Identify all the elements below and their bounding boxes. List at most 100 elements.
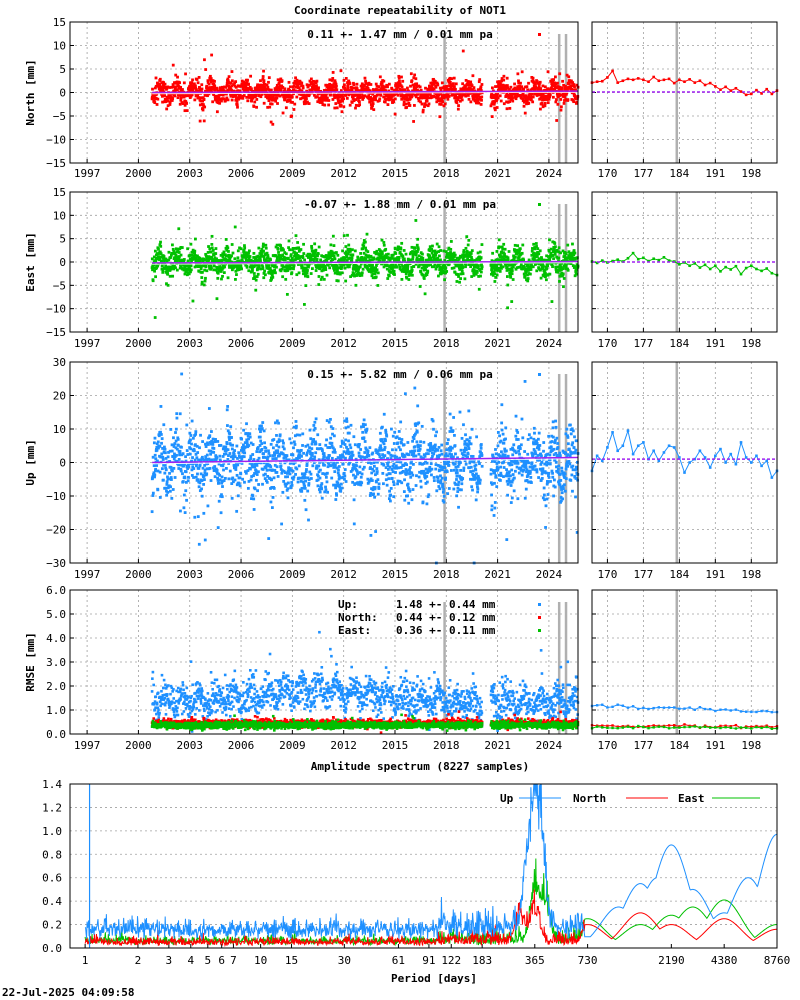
data-point <box>305 97 308 101</box>
data-point <box>496 91 500 95</box>
data-point <box>159 430 162 434</box>
data-point <box>406 267 410 271</box>
data-point <box>274 254 278 258</box>
data-point <box>371 92 375 96</box>
data-point <box>245 265 249 269</box>
data-point <box>263 269 266 273</box>
data-point <box>271 457 275 461</box>
data-point <box>479 274 482 278</box>
data-point <box>170 496 174 500</box>
data-point <box>344 245 348 248</box>
data-point <box>216 271 220 275</box>
data-point <box>543 85 547 89</box>
data-point <box>169 256 172 259</box>
data-point <box>363 76 367 80</box>
data-point <box>473 259 477 262</box>
data-point <box>429 256 433 260</box>
data-point <box>267 263 271 267</box>
main-xtick-label: 2000 <box>125 167 152 180</box>
data-point <box>276 91 280 95</box>
data-point <box>313 84 317 88</box>
data-point <box>500 266 503 270</box>
data-point <box>230 268 234 272</box>
data-point <box>552 78 555 81</box>
data-point <box>300 261 304 265</box>
data-point <box>195 444 199 448</box>
data-point <box>498 266 502 270</box>
data-point <box>184 72 187 76</box>
data-point <box>448 80 452 84</box>
data-point <box>216 476 219 480</box>
data-point <box>165 483 169 486</box>
data-point <box>408 97 412 101</box>
zoom-point <box>672 81 676 85</box>
zoom-point <box>755 267 758 271</box>
data-point <box>300 84 303 87</box>
data-point <box>460 98 464 102</box>
data-point <box>573 274 577 278</box>
data-point <box>224 98 228 102</box>
data-point <box>312 257 316 261</box>
data-point <box>564 265 568 269</box>
data-point <box>473 99 477 103</box>
data-point <box>190 81 194 85</box>
main-xtick-label: 2006 <box>228 167 255 180</box>
data-point <box>289 262 293 266</box>
data-point <box>262 455 266 459</box>
data-point <box>164 486 168 490</box>
data-point <box>315 257 319 261</box>
data-point <box>550 86 553 90</box>
data-point <box>183 109 187 113</box>
data-point <box>255 275 259 278</box>
data-point <box>472 272 476 276</box>
data-point <box>458 99 462 103</box>
data-point <box>267 452 271 455</box>
data-point <box>541 84 545 88</box>
data-point <box>309 88 313 92</box>
data-point <box>166 99 170 103</box>
zoom-point <box>698 79 702 83</box>
data-point <box>265 92 269 96</box>
data-point <box>313 256 317 260</box>
data-point <box>164 100 168 104</box>
data-point <box>502 242 506 246</box>
data-point <box>221 485 224 488</box>
data-point <box>356 95 360 99</box>
data-point <box>449 85 453 89</box>
data-point <box>242 248 246 252</box>
data-point <box>255 98 259 101</box>
data-point <box>408 104 412 107</box>
data-point <box>293 251 297 255</box>
data-point <box>272 476 276 480</box>
data-point <box>457 258 461 261</box>
data-point <box>200 83 204 87</box>
data-point <box>183 268 187 272</box>
data-point <box>455 101 459 105</box>
main-xtick-label: 2021 <box>484 337 511 350</box>
data-point <box>227 88 230 92</box>
data-point <box>416 96 420 100</box>
data-point <box>191 89 195 92</box>
data-point <box>521 97 524 100</box>
data-point <box>244 258 248 262</box>
data-point <box>557 91 561 95</box>
data-point <box>574 88 577 92</box>
data-point <box>375 249 379 253</box>
data-point <box>346 86 350 90</box>
data-point <box>559 98 563 101</box>
data-point <box>195 78 199 81</box>
data-point <box>186 263 190 267</box>
data-point <box>444 250 448 253</box>
data-point <box>493 280 497 283</box>
data-point <box>470 255 473 259</box>
data-point <box>177 255 181 258</box>
data-point <box>280 267 284 271</box>
data-point <box>277 259 281 263</box>
data-point <box>370 258 374 262</box>
data-point <box>216 526 220 529</box>
data-point <box>499 253 502 257</box>
data-point <box>252 458 256 461</box>
data-point <box>376 284 380 287</box>
data-point <box>427 102 431 106</box>
data-point <box>364 257 368 261</box>
